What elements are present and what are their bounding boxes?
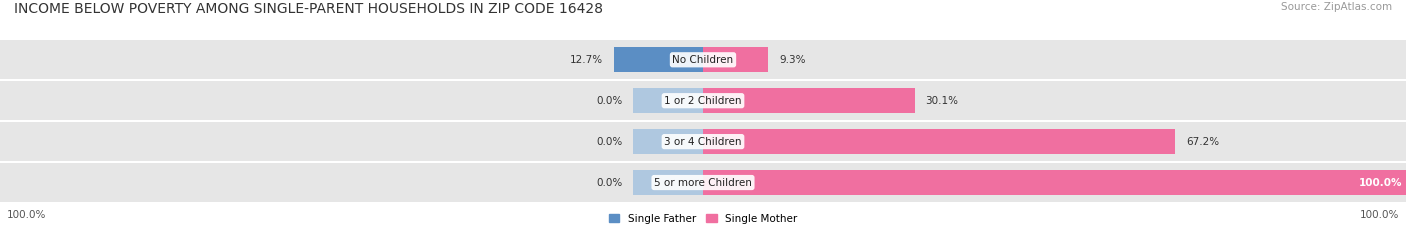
Text: 100.0%: 100.0% <box>1360 178 1403 188</box>
Bar <box>703 47 768 72</box>
Text: No Children: No Children <box>672 55 734 65</box>
Text: 3 or 4 Children: 3 or 4 Children <box>664 137 742 147</box>
Text: 9.3%: 9.3% <box>779 55 806 65</box>
Text: 5 or more Children: 5 or more Children <box>654 178 752 188</box>
Text: 0.0%: 0.0% <box>596 96 621 106</box>
Text: 0.0%: 0.0% <box>596 178 621 188</box>
Bar <box>0 81 1406 120</box>
Text: INCOME BELOW POVERTY AMONG SINGLE-PARENT HOUSEHOLDS IN ZIP CODE 16428: INCOME BELOW POVERTY AMONG SINGLE-PARENT… <box>14 2 603 16</box>
Text: 0.0%: 0.0% <box>596 137 621 147</box>
Bar <box>703 170 1406 195</box>
Bar <box>0 122 1406 161</box>
Bar <box>703 129 1175 154</box>
Bar <box>633 88 703 113</box>
Bar <box>0 163 1406 202</box>
Bar <box>703 88 915 113</box>
Text: 67.2%: 67.2% <box>1187 137 1219 147</box>
Text: 100.0%: 100.0% <box>7 210 46 220</box>
Legend: Single Father, Single Mother: Single Father, Single Mother <box>605 209 801 228</box>
Bar <box>614 47 703 72</box>
Bar <box>0 40 1406 79</box>
Bar <box>633 170 703 195</box>
Text: 100.0%: 100.0% <box>1360 210 1399 220</box>
Text: Source: ZipAtlas.com: Source: ZipAtlas.com <box>1281 2 1392 12</box>
Bar <box>633 129 703 154</box>
Text: 30.1%: 30.1% <box>925 96 957 106</box>
Text: 12.7%: 12.7% <box>569 55 603 65</box>
Text: 1 or 2 Children: 1 or 2 Children <box>664 96 742 106</box>
